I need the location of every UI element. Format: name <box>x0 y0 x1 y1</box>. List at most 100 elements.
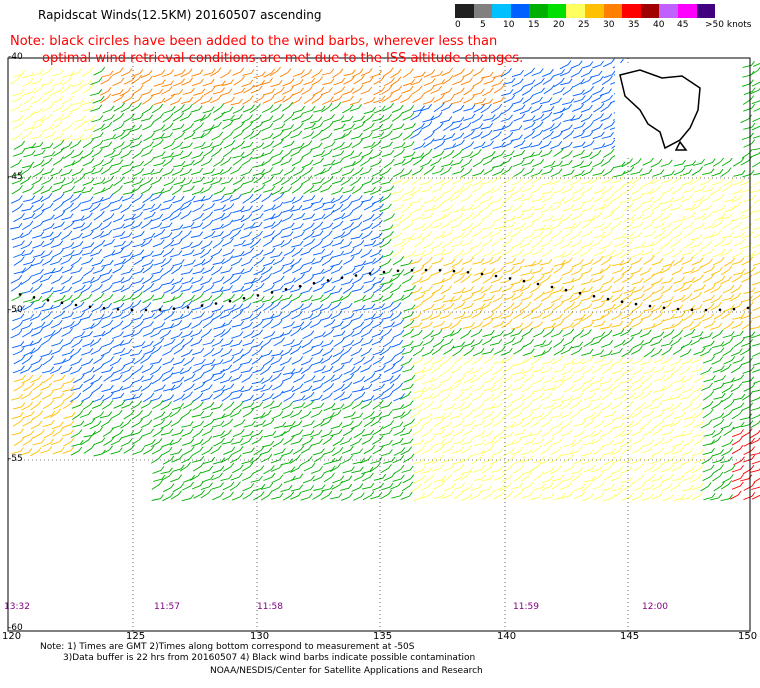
wind-barb <box>232 206 245 214</box>
wind-barb <box>363 96 376 105</box>
wind-barb <box>541 194 554 203</box>
wind-barb <box>171 454 184 463</box>
wind-barb <box>252 80 265 88</box>
wind-barb <box>102 175 115 185</box>
wind-barb <box>270 401 283 410</box>
wind-barb <box>281 373 294 382</box>
wind-barb <box>422 115 435 123</box>
wind-barb <box>712 347 725 356</box>
wind-barb <box>32 203 45 213</box>
wind-barb <box>161 439 174 448</box>
wind-barb <box>41 304 54 312</box>
wind-barb <box>60 84 72 94</box>
wind-barb <box>60 103 73 113</box>
wind-barb <box>41 123 54 133</box>
wind-barb <box>553 107 566 115</box>
wind-barb <box>392 319 405 328</box>
wind-barb <box>13 149 26 157</box>
wind-barb <box>320 184 333 193</box>
wind-barb <box>321 365 334 374</box>
wind-barb <box>693 284 706 293</box>
wind-barb <box>150 394 163 402</box>
wind-barb <box>53 178 66 186</box>
wind-barb <box>142 312 156 321</box>
wind-barb <box>32 159 45 169</box>
wind-barb <box>513 374 526 382</box>
wind-barb <box>31 195 44 205</box>
wind-barb <box>711 399 723 410</box>
wind-barb <box>282 385 295 394</box>
wind-barb <box>370 70 383 78</box>
wind-barb <box>380 278 393 285</box>
wind-barb <box>263 185 276 193</box>
wind-barb <box>710 185 723 195</box>
wind-barb <box>153 79 166 87</box>
wind-barb <box>50 346 63 355</box>
wind-barb <box>181 494 194 502</box>
wind-barb <box>243 222 256 230</box>
wind-barb <box>121 166 134 176</box>
wind-barb <box>559 240 572 249</box>
wind-barb <box>71 167 84 177</box>
wind-barb <box>383 456 396 464</box>
wind-barb <box>371 329 384 338</box>
wind-barb <box>512 285 525 293</box>
wind-barb <box>103 149 116 158</box>
wind-barb <box>232 309 244 320</box>
wind-barb <box>111 67 124 76</box>
wind-barb <box>751 343 760 347</box>
wind-barb <box>570 472 582 483</box>
wind-barb <box>581 456 594 465</box>
wind-barb <box>102 356 114 366</box>
wind-barb <box>673 294 686 303</box>
wind-barb <box>342 150 355 159</box>
wind-barb <box>273 86 285 96</box>
wind-barb <box>41 231 54 239</box>
wind-barb <box>442 186 455 195</box>
wind-barb <box>651 201 663 212</box>
wind-barb <box>271 186 284 196</box>
wind-barb <box>471 321 483 330</box>
wind-barb <box>433 412 446 419</box>
flag-circle <box>452 269 456 273</box>
wind-barb <box>282 86 294 95</box>
wind-barb <box>13 213 25 223</box>
wind-barb <box>481 474 494 482</box>
wind-barb <box>532 456 545 464</box>
wind-barb <box>573 122 586 130</box>
wind-barb <box>731 273 744 283</box>
wind-barb <box>681 292 693 303</box>
wind-barb <box>422 400 434 411</box>
wind-barb <box>191 78 204 87</box>
wind-barb <box>161 186 173 194</box>
wind-barb <box>41 256 54 266</box>
wind-barb <box>183 195 196 205</box>
wind-barb <box>61 429 75 437</box>
wind-barb <box>572 185 585 195</box>
wind-barb <box>422 221 434 231</box>
wind-barb <box>631 193 644 202</box>
wind-barb <box>383 77 395 87</box>
wind-barb <box>199 112 212 122</box>
wind-barb <box>410 111 422 121</box>
wind-barb <box>201 240 213 250</box>
wind-barb <box>432 454 444 464</box>
wind-barb <box>172 112 185 122</box>
wind-barb <box>492 96 505 105</box>
wind-barb <box>153 151 166 159</box>
wind-barb <box>261 167 274 176</box>
wind-barb <box>462 293 475 302</box>
wind-barb <box>731 481 744 490</box>
wind-barb <box>260 365 272 375</box>
wind-barb <box>349 97 362 106</box>
wind-barb <box>102 339 115 348</box>
wind-barb <box>591 314 604 322</box>
wind-barb <box>141 148 153 157</box>
wind-barb <box>531 129 544 139</box>
wind-barb <box>181 330 193 339</box>
wind-barb <box>311 382 324 392</box>
wind-barb <box>569 409 582 419</box>
wind-barb <box>700 366 712 375</box>
wind-barb <box>521 327 533 338</box>
wind-barb <box>672 474 685 482</box>
